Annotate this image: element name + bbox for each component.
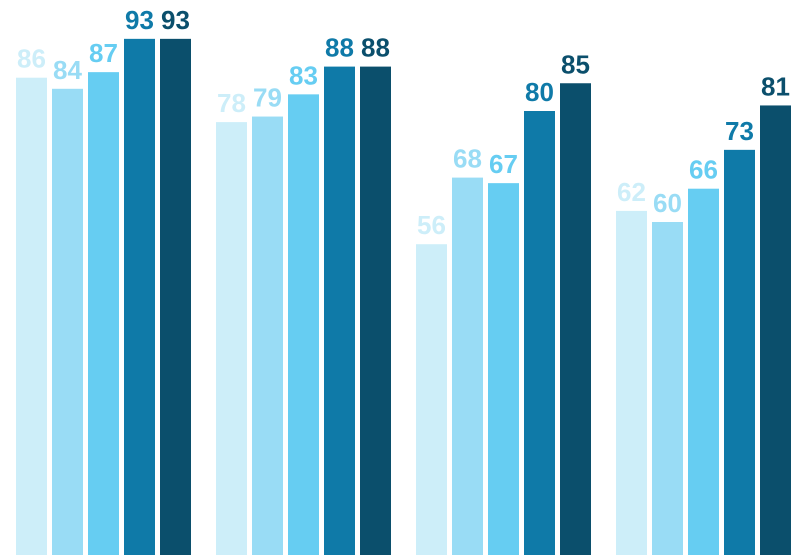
data-label-g2-s3: 83 xyxy=(289,60,318,90)
data-label-g4-s4: 73 xyxy=(725,116,754,146)
bar-g3-s3 xyxy=(488,183,519,555)
bar-g1-s4 xyxy=(124,38,155,555)
bar-g2-s2 xyxy=(252,116,283,555)
data-label-g4-s5: 81 xyxy=(761,71,790,101)
bar-g2-s3 xyxy=(288,94,319,555)
data-label-g1-s5: 93 xyxy=(161,5,190,35)
bar-g3-s1 xyxy=(416,244,447,555)
bar-g4-s1 xyxy=(616,210,647,555)
data-label-g4-s3: 66 xyxy=(689,155,718,185)
bar-g1-s5 xyxy=(160,38,191,555)
bar-g2-s1 xyxy=(216,122,247,555)
data-label-g3-s1: 56 xyxy=(417,210,446,240)
data-label-g3-s3: 67 xyxy=(489,149,518,179)
data-label-g3-s5: 85 xyxy=(561,49,590,79)
bar-g1-s2 xyxy=(52,88,83,555)
data-label-g1-s2: 84 xyxy=(53,55,82,85)
data-label-g3-s2: 68 xyxy=(453,144,482,174)
data-label-g3-s4: 80 xyxy=(525,77,554,107)
bar-g3-s2 xyxy=(452,177,483,555)
bars-group xyxy=(16,38,791,555)
bar-g3-s4 xyxy=(524,111,555,555)
bar-g1-s3 xyxy=(88,72,119,555)
data-label-g2-s1: 78 xyxy=(217,88,246,118)
data-label-g2-s4: 88 xyxy=(325,33,354,63)
bar-g2-s5 xyxy=(360,66,391,555)
data-label-g1-s1: 86 xyxy=(17,44,46,74)
bar-g4-s4 xyxy=(724,149,755,555)
data-label-g4-s2: 60 xyxy=(653,188,682,218)
bar-g4-s3 xyxy=(688,188,719,555)
bar-g3-s5 xyxy=(560,83,591,555)
bar-g4-s2 xyxy=(652,222,683,555)
bar-g2-s4 xyxy=(324,66,355,555)
bar-g1-s1 xyxy=(16,77,47,555)
data-label-g1-s3: 87 xyxy=(89,38,118,68)
data-label-g1-s4: 93 xyxy=(125,5,154,35)
data-label-g2-s2: 79 xyxy=(253,83,282,113)
data-label-g4-s1: 62 xyxy=(617,177,646,207)
bar-g4-s5 xyxy=(760,105,791,555)
data-label-g2-s5: 88 xyxy=(361,33,390,63)
